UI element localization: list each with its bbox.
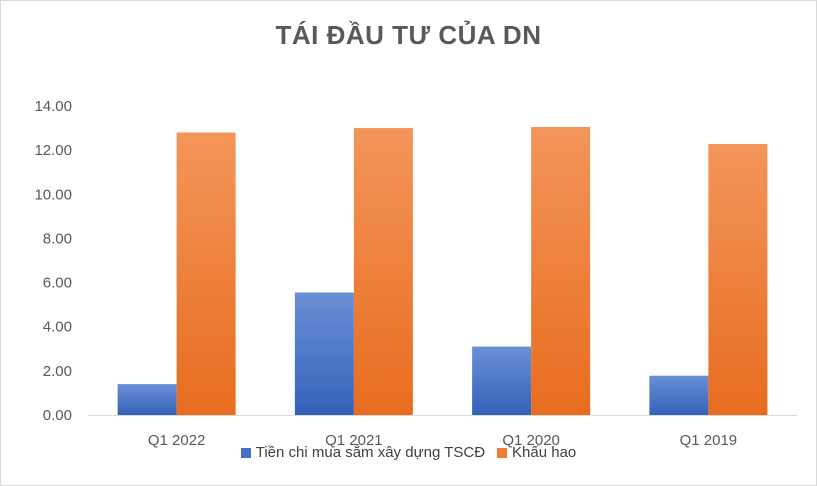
bar-capex <box>649 375 709 415</box>
y-tick-label: 14.00 <box>34 98 72 115</box>
bar-capex <box>117 384 177 415</box>
y-tick-label: 10.00 <box>34 186 72 203</box>
x-tick-label: Q1 2022 <box>148 432 206 449</box>
y-tick-label: 12.00 <box>34 142 72 159</box>
y-tick-label: 0.00 <box>43 407 72 424</box>
bar-depreciation <box>176 132 236 415</box>
bar-capex <box>472 346 532 415</box>
bar-depreciation <box>531 126 591 415</box>
bar-depreciation <box>708 143 768 415</box>
legend-label-capex: Tiền chi mua sắm xây dựng TSCĐ <box>255 444 486 461</box>
legend-item-depreciation: Khấu hao <box>497 444 576 461</box>
y-tick-label: 4.00 <box>43 319 72 336</box>
bar-capex <box>294 292 354 415</box>
legend-label-depreciation: Khấu hao <box>512 444 577 461</box>
legend-swatch-capex <box>240 447 251 458</box>
legend-swatch-depreciation <box>497 447 508 458</box>
x-tick-label: Q1 2019 <box>680 432 738 449</box>
y-tick-label: 2.00 <box>43 363 72 380</box>
y-tick-label: 6.00 <box>43 275 72 292</box>
chart-title: TÁI ĐẦU TƯ CỦA DN <box>275 20 542 50</box>
bar-depreciation <box>353 128 413 416</box>
legend: Tiền chi mua sắm xây dựng TSCĐ Khấu hao <box>0 444 817 461</box>
x-tick-label: Q1 2021 <box>325 432 383 449</box>
x-tick-label: Q1 2020 <box>502 432 560 449</box>
legend-item-capex: Tiền chi mua sắm xây dựng TSCĐ <box>240 444 486 461</box>
y-tick-label: 8.00 <box>43 230 72 247</box>
